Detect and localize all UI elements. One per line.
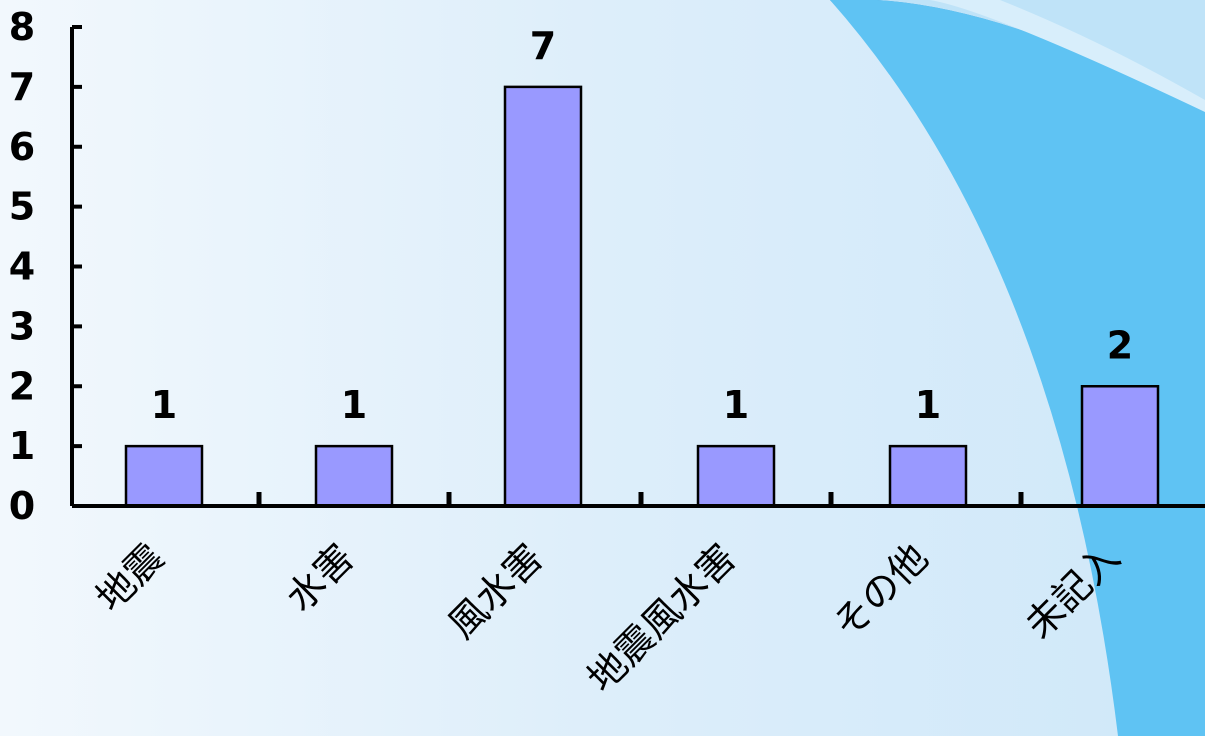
y-tick-label: 6 <box>9 125 35 169</box>
bar <box>696 444 776 508</box>
data-label: 1 <box>915 383 941 427</box>
category-label: 水害 <box>278 535 363 620</box>
y-tick-label: 4 <box>9 245 35 289</box>
bars <box>124 85 1160 508</box>
bar <box>124 444 204 508</box>
category-label: 地震風水害 <box>579 535 744 700</box>
bar <box>888 444 968 508</box>
y-tick-label: 1 <box>9 424 35 468</box>
y-tick-label: 0 <box>9 484 35 528</box>
data-label: 7 <box>530 24 556 68</box>
y-tick-label: 5 <box>9 185 35 229</box>
y-tick-label: 3 <box>9 304 35 348</box>
y-tick-labels: 0 1 2 3 4 5 6 7 8 <box>9 5 35 528</box>
x-axis <box>72 492 1205 508</box>
category-label: 地震 <box>88 535 173 620</box>
decor-dark-swoosh <box>830 0 1205 112</box>
data-label: 1 <box>341 383 367 427</box>
data-labels: 1 1 7 1 1 2 <box>151 24 1133 427</box>
bar <box>1080 385 1160 508</box>
category-label: 風水害 <box>440 535 552 647</box>
y-tick-label: 7 <box>9 65 35 109</box>
category-label: その他 <box>825 535 937 647</box>
y-tick-label: 8 <box>9 5 35 49</box>
data-label: 1 <box>723 383 749 427</box>
bar <box>314 444 394 508</box>
y-axis <box>70 25 82 508</box>
bar <box>503 85 583 508</box>
category-label: 未記入 <box>1017 535 1129 647</box>
data-label: 1 <box>151 383 177 427</box>
y-tick-label: 2 <box>9 364 35 408</box>
category-labels: 地震 水害 風水害 地震風水害 その他 未記入 <box>88 535 1129 700</box>
data-label: 2 <box>1107 323 1133 367</box>
decor-blue-swoosh <box>830 0 1205 736</box>
